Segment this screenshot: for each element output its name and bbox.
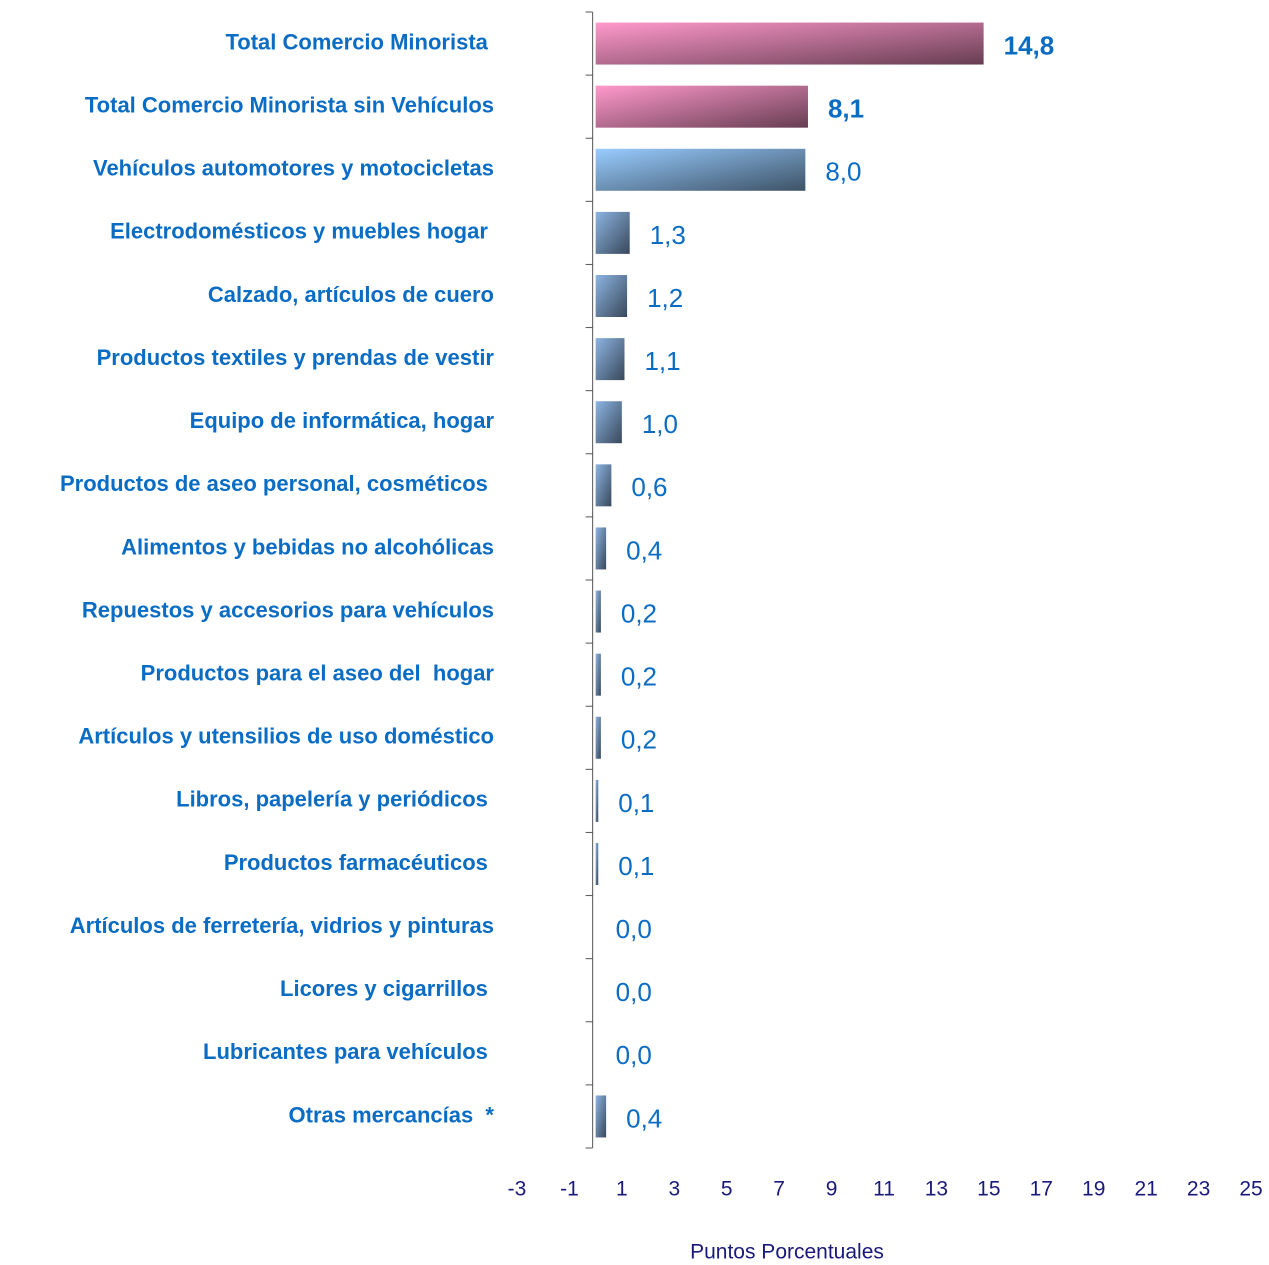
bar	[595, 85, 808, 128]
value-label: 0,0	[616, 1040, 652, 1070]
value-label: 0,0	[616, 914, 652, 944]
value-label: 14,8	[1004, 30, 1055, 60]
value-label: 0,1	[618, 788, 654, 818]
x-tick-label: 13	[925, 1178, 948, 1201]
category-label: Artículos y utensilios de uso doméstico	[78, 724, 494, 749]
bar	[595, 275, 628, 317]
category-label: Calzado, artículos de cuero	[208, 282, 494, 307]
category-label: Libros, papelería y periódicos	[176, 787, 494, 812]
bar	[595, 779, 599, 822]
value-label: 0,4	[626, 1103, 662, 1133]
category-label: Vehículos automotores y motocicletas	[93, 156, 494, 181]
bar	[595, 338, 625, 381]
value-label: 1,3	[650, 220, 686, 250]
value-label: 0,1	[618, 851, 654, 881]
bar	[595, 148, 806, 191]
value-label: 1,0	[642, 409, 678, 439]
value-label: 0,2	[621, 598, 657, 628]
value-label: 8,0	[825, 157, 861, 187]
category-label: Total Comercio Minorista sin Vehículos	[85, 92, 494, 117]
bar	[595, 1095, 607, 1138]
category-label: Productos farmacéuticos	[224, 850, 494, 875]
value-label: 0,0	[616, 977, 652, 1007]
x-tick-label: 25	[1239, 1178, 1262, 1201]
value-label: 1,2	[647, 283, 683, 313]
bar	[595, 653, 601, 696]
category-label: Productos textiles y prendas de vestir	[97, 345, 495, 370]
x-tick-label: 15	[977, 1178, 1000, 1201]
x-tick-label: 23	[1187, 1178, 1210, 1201]
value-label: 0,2	[621, 662, 657, 692]
bar	[595, 590, 601, 633]
x-tick-label: 5	[721, 1178, 733, 1201]
bar	[595, 22, 984, 65]
x-axis-title: Puntos Porcentuales	[690, 1241, 884, 1264]
category-label: Alimentos y bebidas no alcohólicas	[121, 534, 494, 559]
category-label: Repuestos y accesorios para vehículos	[82, 597, 494, 622]
category-label: Equipo de informática, hogar	[190, 408, 495, 433]
category-label: Licores y cigarrillos	[280, 976, 494, 1001]
category-label: Productos para el aseo del hogar	[141, 660, 495, 685]
x-tick-label: 17	[1030, 1178, 1053, 1201]
bar	[595, 843, 599, 885]
value-label: 0,4	[626, 535, 662, 565]
category-label: Artículos de ferretería, vidrios y pintu…	[70, 913, 494, 938]
value-label: 0,6	[631, 472, 667, 502]
x-tick-label: 3	[668, 1178, 680, 1201]
x-tick-label: 9	[826, 1178, 838, 1201]
bar	[595, 464, 612, 507]
x-tick-label: 21	[1134, 1178, 1157, 1201]
category-label: Lubricantes para vehículos	[203, 1039, 494, 1064]
bar	[595, 527, 607, 570]
x-tick-label: 1	[616, 1178, 628, 1201]
bar	[595, 401, 622, 444]
bar	[595, 211, 630, 254]
x-tick-label: 19	[1082, 1178, 1105, 1201]
x-tick-label: 11	[873, 1178, 895, 1201]
value-label: 0,2	[621, 725, 657, 755]
category-label: Otras mercancías *	[289, 1102, 495, 1127]
bar	[595, 716, 601, 759]
category-label: Total Comercio Minorista	[225, 29, 494, 54]
value-label: 1,1	[644, 346, 680, 376]
x-tick-label: -1	[560, 1178, 579, 1201]
category-label: Productos de aseo personal, cosméticos	[60, 471, 494, 496]
x-tick-label: 7	[773, 1178, 785, 1201]
value-label: 8,1	[828, 94, 864, 124]
x-tick-label: -3	[508, 1178, 527, 1201]
category-label: Electrodomésticos y muebles hogar	[110, 219, 494, 244]
